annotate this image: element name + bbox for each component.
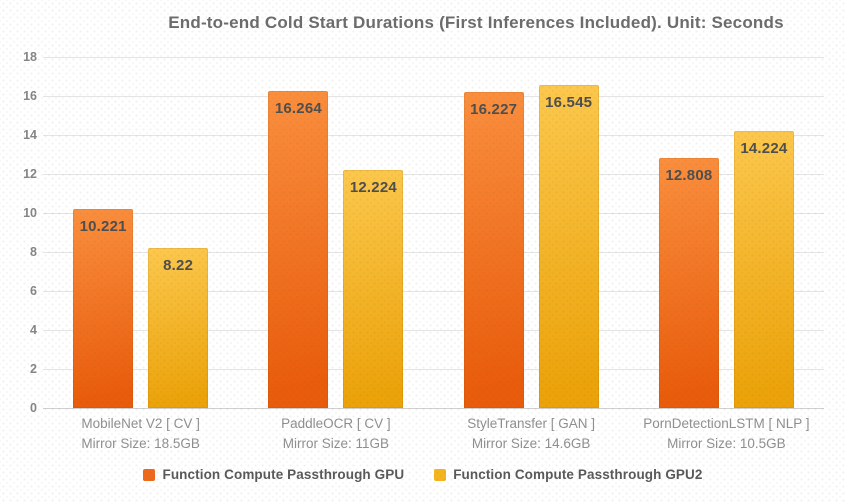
bar-value-label: 12.224 xyxy=(349,178,397,196)
bar-series-1: 16.227 xyxy=(463,91,524,408)
category-name: PornDetectionLSTM [ NLP ] xyxy=(643,416,810,431)
bar-value-label: 10.221 xyxy=(79,217,127,235)
y-axis-tick-label: 0 xyxy=(30,401,37,415)
grid-line xyxy=(43,174,824,175)
x-axis-category-label: MobileNet V2 [ CV ] Mirror Size: 18.5GB xyxy=(43,414,238,454)
grid-line xyxy=(43,252,824,253)
grid-line xyxy=(43,291,824,292)
bar-value-label: 12.808 xyxy=(665,167,713,185)
x-axis-category-label: PaddleOCR [ CV ] Mirror Size: 11GB xyxy=(238,414,433,454)
category-mirror-size: Mirror Size: 10.5GB xyxy=(667,436,786,451)
y-axis-tick-label: 16 xyxy=(23,89,37,103)
bar-value-label: 16.227 xyxy=(470,100,518,118)
category-name: StyleTransfer [ GAN ] xyxy=(467,416,596,431)
bar-value-label: 16.264 xyxy=(274,99,322,117)
bar-series-1: 10.221 xyxy=(73,208,134,408)
bar-value-label: 14.224 xyxy=(740,139,788,157)
y-axis-tick-label: 10 xyxy=(23,206,37,220)
y-axis-tick-label: 12 xyxy=(23,167,37,181)
legend-item-series-1[interactable]: Function Compute Passthrough GPU xyxy=(143,467,404,482)
category-mirror-size: Mirror Size: 14.6GB xyxy=(471,436,591,451)
legend-label: Function Compute Passthrough GPU2 xyxy=(453,467,703,482)
x-axis-line xyxy=(43,408,824,409)
y-axis-tick-label: 8 xyxy=(30,245,37,259)
y-axis-tick-label: 14 xyxy=(23,128,37,142)
grid-line xyxy=(43,96,824,97)
legend-label: Function Compute Passthrough GPU xyxy=(162,467,405,482)
bar-series-2: 16.545 xyxy=(538,85,599,408)
grid-line xyxy=(43,57,824,58)
chart-title: End-to-end Cold Start Durations (First I… xyxy=(168,13,784,32)
bar-series-1: 12.808 xyxy=(658,158,719,408)
legend-swatch-icon xyxy=(143,468,156,481)
bar-series-1: 16.264 xyxy=(268,90,329,408)
x-axis-category-label: StyleTransfer [ GAN ] Mirror Size: 14.6GB xyxy=(434,414,629,454)
grid-line xyxy=(43,369,824,370)
bar-value-label: 8.22 xyxy=(163,256,194,274)
y-axis-tick-label: 2 xyxy=(30,362,37,376)
grid-line xyxy=(43,135,824,136)
legend-swatch-icon xyxy=(434,468,447,481)
y-axis-tick-label: 18 xyxy=(23,50,37,64)
category-mirror-size: Mirror Size: 18.5GB xyxy=(81,436,200,451)
grid-line xyxy=(43,213,824,214)
grid-line xyxy=(43,330,824,331)
legend: Function Compute Passthrough GPU Function… xyxy=(0,467,846,482)
category-name: MobileNet V2 [ CV ] xyxy=(81,416,200,431)
bar-series-2: 14.224 xyxy=(733,130,794,408)
y-axis-tick-label: 6 xyxy=(30,284,37,298)
x-axis-category-label: PornDetectionLSTM [ NLP ] Mirror Size: 10… xyxy=(629,414,824,454)
bar-value-label: 16.545 xyxy=(545,94,593,112)
legend-item-series-2[interactable]: Function Compute Passthrough GPU2 xyxy=(434,467,702,482)
bar-series-2: 8.22 xyxy=(148,247,209,408)
bar-series-2: 12.224 xyxy=(343,169,404,408)
y-axis-tick-label: 4 xyxy=(30,323,37,337)
category-name: PaddleOCR [ CV ] xyxy=(281,416,391,431)
category-mirror-size: Mirror Size: 11GB xyxy=(282,436,390,451)
